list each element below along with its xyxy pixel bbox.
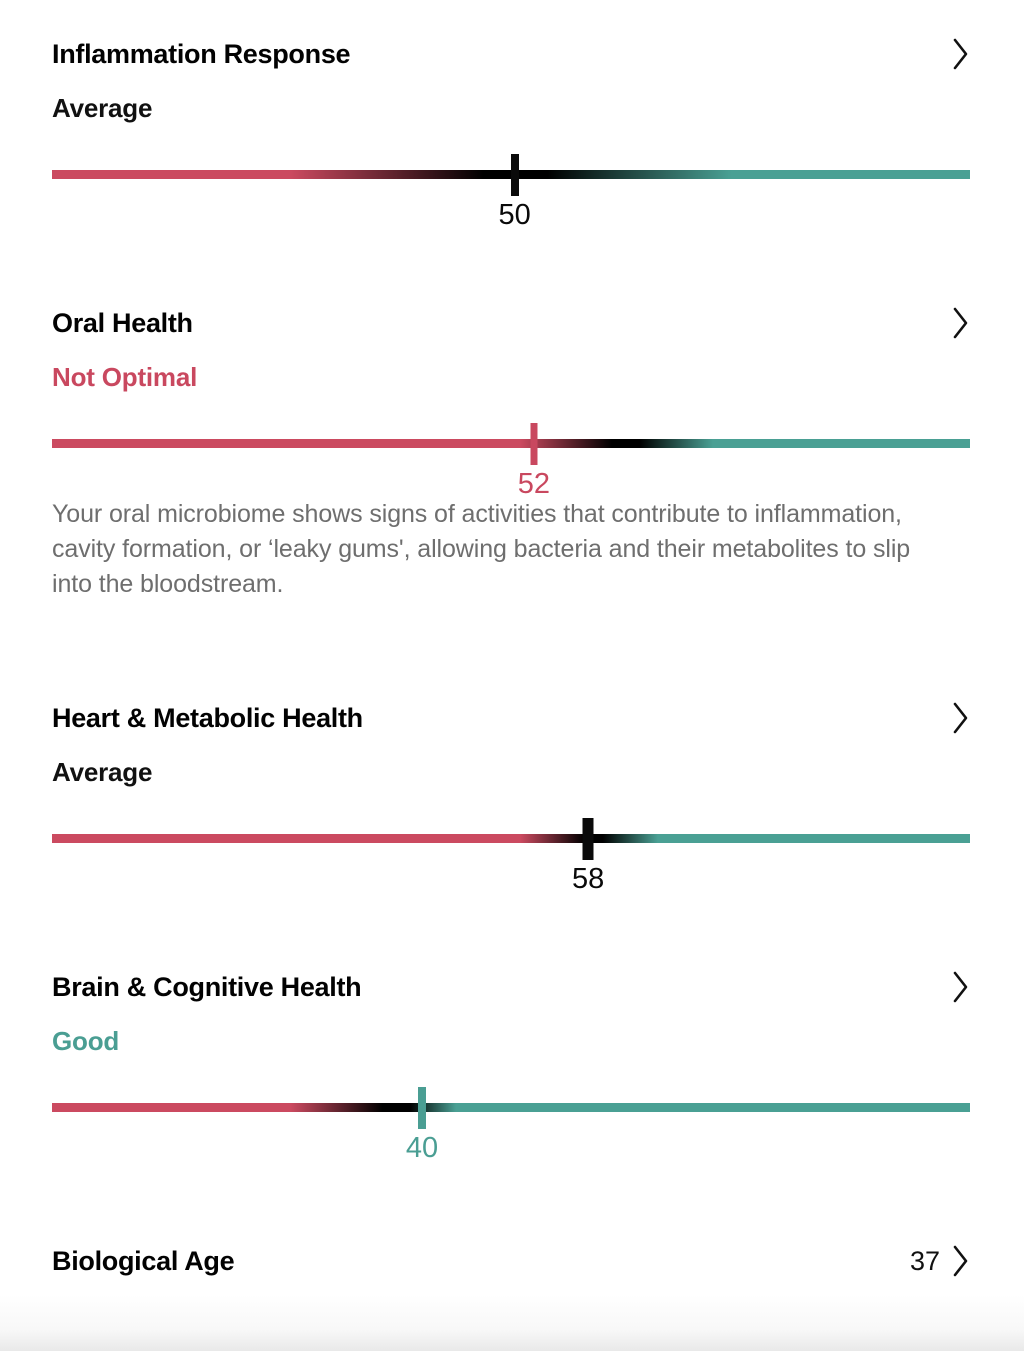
chevron-right-icon[interactable] xyxy=(950,970,972,1004)
chevron-right-icon[interactable] xyxy=(950,306,972,340)
score-value-label: 50 xyxy=(498,199,531,231)
metric-section-brain-cognitive-health: Brain & Cognitive Health Good 40 xyxy=(0,967,1024,1164)
section-title: Inflammation Response xyxy=(52,39,351,69)
section-description: Your oral microbiome shows signs of acti… xyxy=(52,500,911,598)
score-gradient-bar xyxy=(52,834,970,843)
metric-section-heart-metabolic-health: Heart & Metabolic Health Average 58 xyxy=(0,698,1024,895)
biological-age-value: 37 xyxy=(909,1246,940,1276)
score-bar-container: 50 xyxy=(52,146,970,231)
section-status-label: Good xyxy=(52,1026,120,1056)
score-marker-tick xyxy=(510,154,519,196)
score-gradient-bar xyxy=(52,439,970,448)
score-marker-tick xyxy=(417,1087,426,1129)
biological-age-row[interactable]: Biological Age 37 xyxy=(0,1238,1024,1284)
metric-section-oral-health: Oral Health Not Optimal 52 Your oral mic… xyxy=(0,303,1024,602)
section-title: Heart & Metabolic Health xyxy=(52,703,363,733)
section-title: Brain & Cognitive Health xyxy=(52,972,362,1002)
section-header-row[interactable]: Brain & Cognitive Health xyxy=(52,967,972,1007)
biological-age-label: Biological Age xyxy=(52,1246,235,1276)
section-status-label: Average xyxy=(52,93,153,123)
chevron-right-icon[interactable] xyxy=(950,37,972,71)
chevron-right-icon[interactable] xyxy=(950,701,972,735)
section-title: Oral Health xyxy=(52,308,193,338)
section-header-row[interactable]: Heart & Metabolic Health xyxy=(52,698,972,738)
section-status-label: Not Optimal xyxy=(52,362,198,392)
score-value-label: 52 xyxy=(517,468,551,500)
score-bar-container: 40 xyxy=(52,1079,970,1164)
bottom-scroll-fade xyxy=(0,1295,1024,1351)
score-gradient-bar xyxy=(52,1103,970,1112)
score-bar-container: 52 xyxy=(52,415,970,500)
score-value-label: 40 xyxy=(405,1132,439,1164)
chevron-right-icon[interactable] xyxy=(950,1244,972,1278)
score-marker-tick xyxy=(582,818,594,860)
score-value-label: 58 xyxy=(571,863,605,895)
metric-section-inflammation-response: Inflammation Response Average 50 xyxy=(0,34,1024,231)
score-bar-container: 58 xyxy=(52,810,970,895)
section-header-row[interactable]: Inflammation Response xyxy=(52,34,972,74)
biological-age-value-group: 37 xyxy=(910,1238,972,1284)
score-marker-tick xyxy=(530,423,538,465)
section-status-label: Average xyxy=(52,757,153,787)
section-header-row[interactable]: Oral Health xyxy=(52,303,972,343)
